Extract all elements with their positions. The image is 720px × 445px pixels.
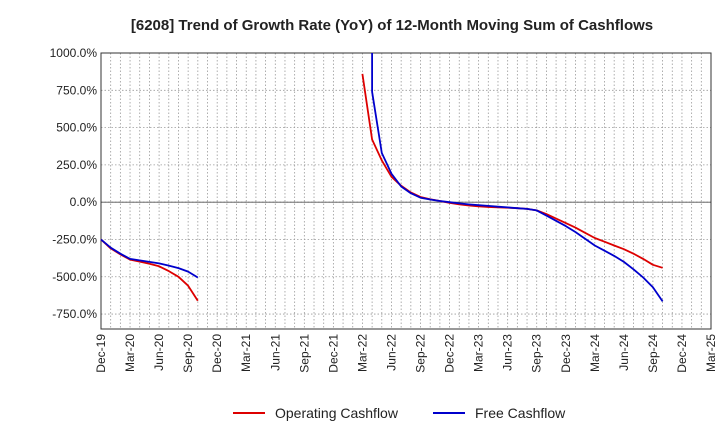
y-tick-label: 1000.0% <box>50 46 98 60</box>
y-tick-label: 500.0% <box>56 121 97 135</box>
grid-layer <box>100 52 712 329</box>
x-tick-label: Sep-24 <box>646 334 660 373</box>
y-tick-label: -250.0% <box>52 232 97 246</box>
series-layer <box>100 53 664 302</box>
x-tick-label: Sep-20 <box>181 334 195 373</box>
x-tick-label: Mar-20 <box>123 334 137 372</box>
y-tick-label: -500.0% <box>52 270 97 284</box>
x-tick-label: Dec-24 <box>675 334 689 373</box>
series-line-operating-cashflow <box>361 73 663 269</box>
x-tick-label: Sep-23 <box>530 334 544 373</box>
legend-label: Operating Cashflow <box>275 405 399 421</box>
series-line-free-cashflow <box>100 238 199 279</box>
x-tick-label: Sep-21 <box>297 334 311 373</box>
x-tick-label: Jun-23 <box>501 334 515 371</box>
x-tick-label: Dec-23 <box>559 334 573 373</box>
series-line-free-cashflow <box>371 53 664 302</box>
x-tick-label: Dec-19 <box>94 334 108 373</box>
x-tick-label: Dec-21 <box>326 334 340 373</box>
x-tick-label: Dec-22 <box>443 334 457 373</box>
y-tick-label: 750.0% <box>56 83 97 97</box>
y-tick-label: 0.0% <box>70 195 98 209</box>
x-tick-label: Mar-23 <box>472 334 486 372</box>
y-tick-label: 250.0% <box>56 158 97 172</box>
plot-frame <box>100 52 712 330</box>
x-tick-label: Dec-20 <box>210 334 224 373</box>
axis-layer: -750.0% -500.0% -250.0% 0.0% 250.0% 500.0% 750… <box>50 46 718 373</box>
x-tick-label: Jun-21 <box>268 334 282 371</box>
y-tick-label: -750.0% <box>52 307 97 321</box>
x-tick-label: Mar-24 <box>588 334 602 372</box>
x-tick-label: Mar-21 <box>239 334 253 372</box>
legend-label: Free Cashflow <box>475 405 566 421</box>
x-tick-label: Jun-20 <box>152 334 166 371</box>
chart-title: [6208] Trend of Growth Rate (YoY) of 12-… <box>131 17 653 34</box>
x-tick-label: Mar-22 <box>355 334 369 372</box>
chart-legend: Operating Cashflow Free Cashflow <box>233 405 566 421</box>
x-tick-label: Jun-24 <box>617 334 631 371</box>
x-tick-label: Mar-25 <box>704 334 718 372</box>
x-tick-label: Jun-22 <box>384 334 398 371</box>
x-tick-label: Sep-22 <box>414 334 428 373</box>
